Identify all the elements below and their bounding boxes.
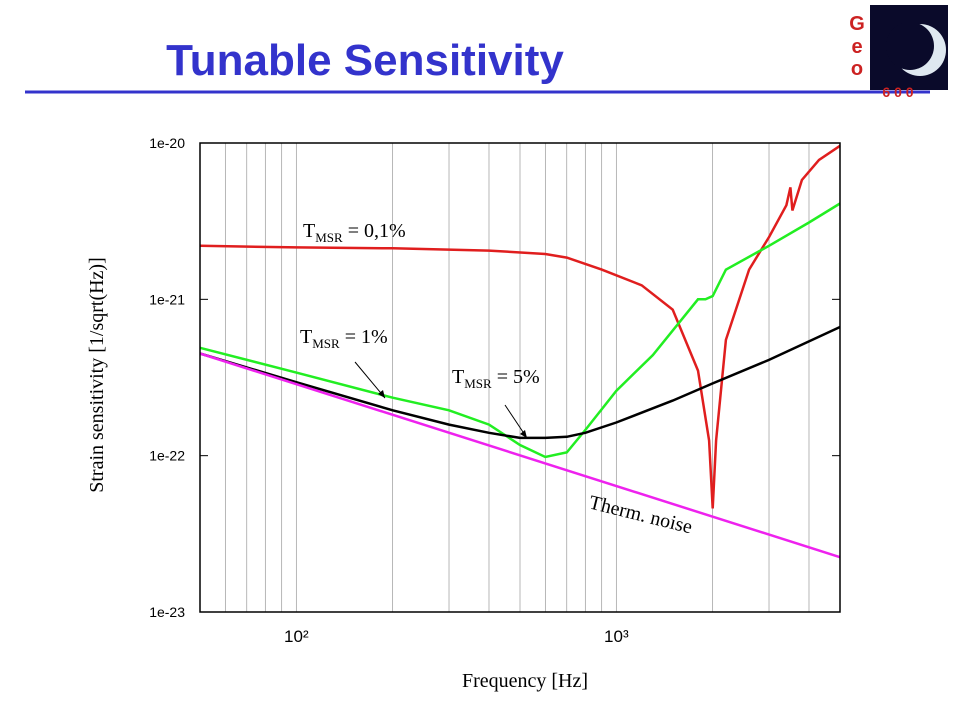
series-label: TMSR = 1% <box>300 326 388 351</box>
series-line <box>199 144 841 509</box>
logo-letter: e <box>851 36 862 58</box>
label-main: T <box>452 366 464 388</box>
label-sub: MSR <box>312 336 340 351</box>
plot-frame <box>199 142 841 613</box>
series-line <box>199 325 841 440</box>
logo-letter: G <box>849 13 865 35</box>
x-tick-label: 10² <box>284 627 309 646</box>
label-main: T <box>303 220 315 242</box>
series-line <box>199 202 841 459</box>
label-rest: = 5% <box>492 366 540 388</box>
series-label: TMSR = 5% <box>452 366 540 391</box>
label-rest: = 1% <box>340 326 388 348</box>
x-tick-label: 10³ <box>604 627 629 646</box>
y-tick-label: 1e-23 <box>149 604 185 620</box>
label-sub: MSR <box>464 376 492 391</box>
y-tick-label: 1e-20 <box>149 135 185 151</box>
slide-title: Tunable Sensitivity <box>166 36 564 85</box>
series-line <box>199 352 841 559</box>
arrow-head <box>520 430 527 438</box>
logo-letter: o <box>851 58 863 80</box>
logo-shadow <box>886 22 934 70</box>
y-tick-label: 1e-22 <box>149 448 185 464</box>
y-tick-label: 1e-21 <box>149 291 185 307</box>
plot: 10² 10³ 1e-23 1e-22 1e-21 1e-20 <box>149 135 841 646</box>
x-axis-label: Frequency [Hz] <box>462 670 588 692</box>
series-label: TMSR = 0,1% <box>303 220 406 245</box>
arrow-head <box>378 390 385 398</box>
label-rest: = 0,1% <box>343 220 406 242</box>
logo-number: 6 0 0 <box>882 84 913 100</box>
y-axis-label: Strain sensitivity [1/sqrt(Hz)] <box>86 257 108 493</box>
annotation-arrow <box>354 361 386 399</box>
label-sub: MSR <box>315 230 343 245</box>
label-main: T <box>300 326 312 348</box>
